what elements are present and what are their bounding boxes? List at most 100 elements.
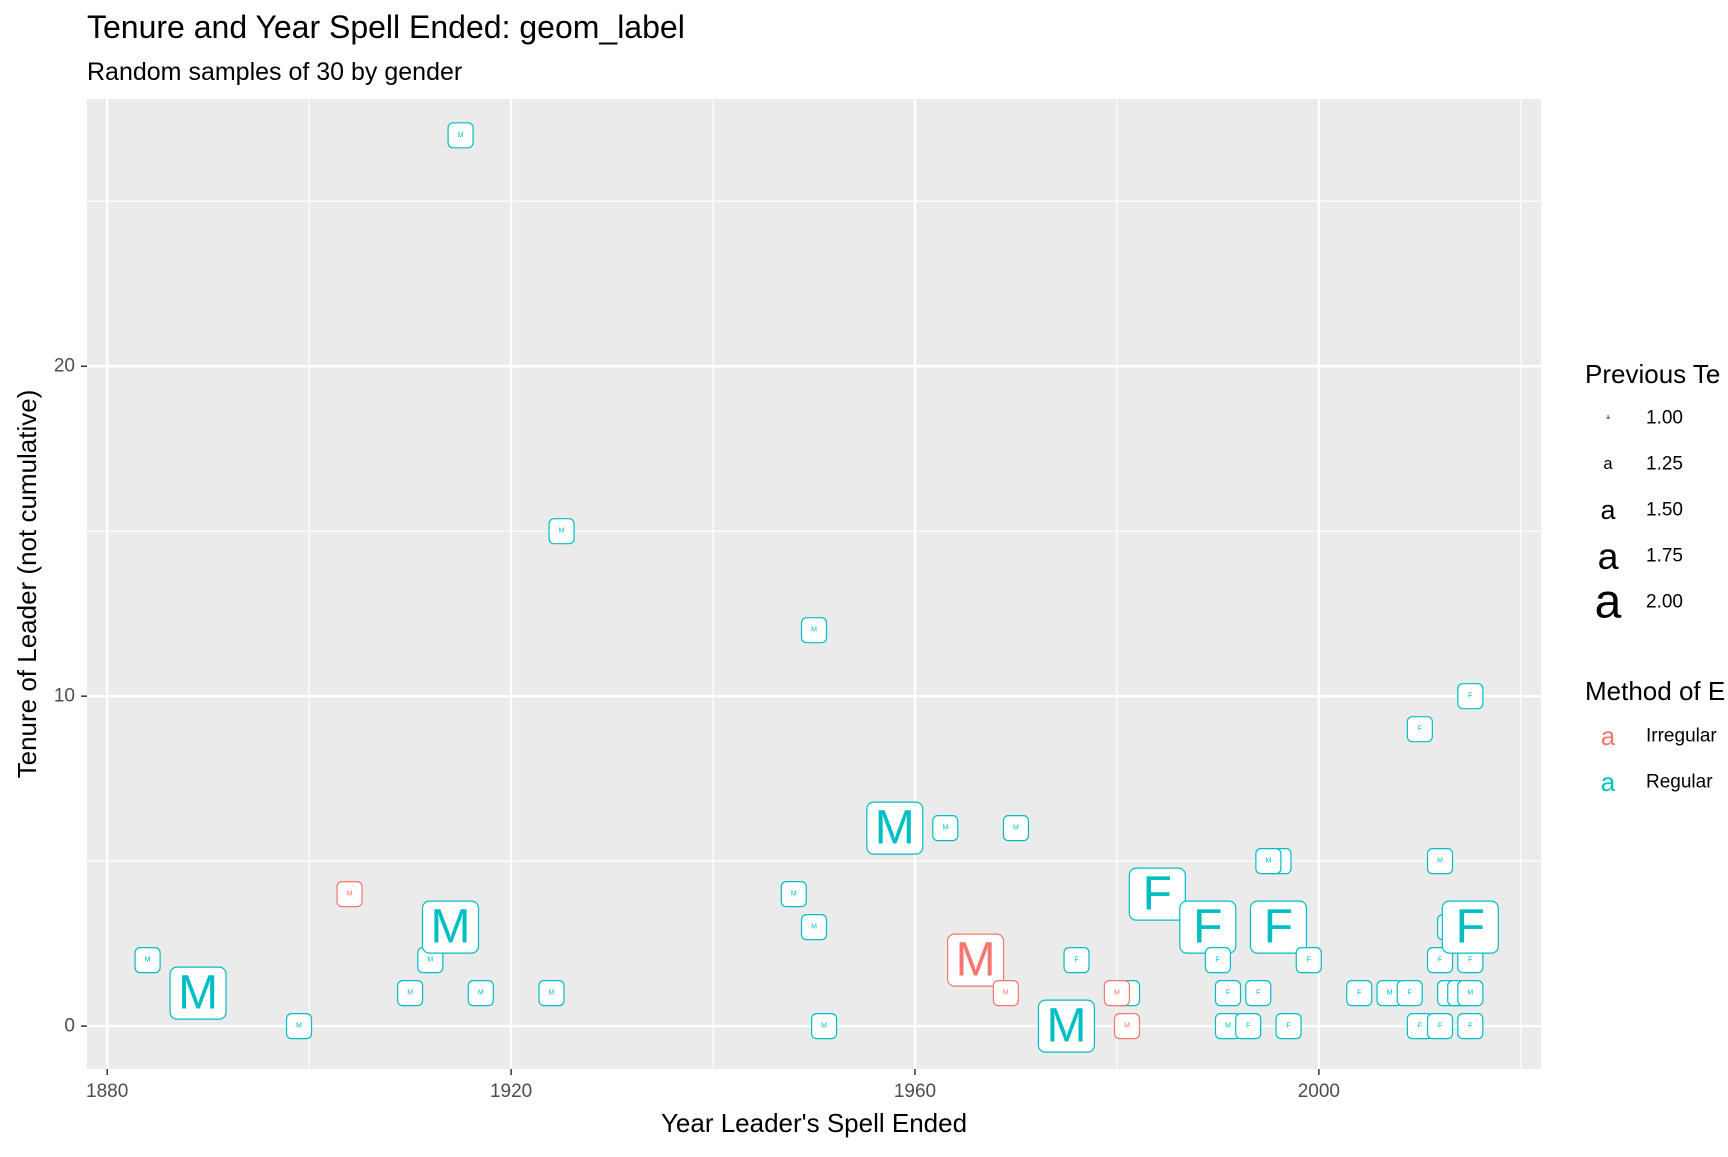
data-labels: MMMMMMMMMMMMMMMMMMMMMFMMMFFFFMFFMMFFFFMF…: [134, 122, 1499, 1053]
data-label: M: [134, 947, 161, 974]
data-label-text: M: [431, 901, 471, 954]
data-label: F: [1396, 980, 1423, 1007]
data-label-box: [1002, 815, 1030, 842]
data-label: F: [1128, 867, 1186, 921]
data-label-text: F: [1468, 1023, 1472, 1030]
data-label-box: [1275, 1013, 1302, 1040]
data-label-text: M: [178, 967, 218, 1020]
data-label: M: [1002, 815, 1030, 842]
x-tick-label: 2000: [1298, 1081, 1340, 1102]
legend-size-item: a 1.50: [1600, 495, 1683, 525]
data-label-text: F: [1438, 957, 1442, 964]
legend-size-item: a 1.75: [1598, 535, 1683, 577]
data-label-box: [1406, 716, 1433, 743]
legend-color-label: Regular: [1646, 772, 1713, 793]
plot-panel: [87, 99, 1541, 1069]
legend-size-title: Previous Te: [1585, 359, 1720, 389]
data-label-box: [780, 881, 807, 908]
data-label-box: [1214, 980, 1242, 1007]
data-label: M: [1255, 848, 1282, 875]
legend-size-item: a 1.00: [1606, 408, 1683, 429]
data-label: F: [1346, 980, 1373, 1007]
data-label: M: [336, 881, 363, 908]
data-label-text: M: [821, 1023, 827, 1030]
data-label: M: [548, 518, 575, 545]
data-label-box: [1255, 848, 1282, 875]
data-label-text: F: [1256, 990, 1260, 997]
data-label: F: [1204, 947, 1231, 974]
data-label-text: M: [956, 934, 996, 987]
data-label: M: [1113, 1013, 1141, 1040]
data-label: F: [1235, 1013, 1262, 1040]
data-label: M: [992, 980, 1019, 1007]
data-label-text: M: [296, 1023, 302, 1030]
data-label-box: [285, 1013, 313, 1040]
legend-size-key: a: [1606, 415, 1610, 421]
data-label: F: [1179, 900, 1237, 954]
data-label-box: [800, 617, 828, 644]
data-label-box: [1457, 980, 1484, 1007]
data-label-box: [1245, 980, 1272, 1007]
chart-title: Tenure and Year Spell Ended: geom_label: [87, 9, 685, 45]
data-label: F: [1457, 1013, 1484, 1040]
data-label: M: [397, 980, 424, 1007]
data-label: M: [800, 617, 828, 644]
legend-color-item: a Regular: [1601, 767, 1713, 797]
data-label-box: [1457, 1013, 1484, 1040]
data-label-box: [1204, 947, 1231, 974]
chart-subtitle: Random samples of 30 by gender: [87, 58, 462, 86]
data-label-text: M: [791, 891, 797, 898]
data-label-text: F: [1418, 726, 1422, 733]
data-label-box: [932, 815, 959, 842]
legend-size-label: 2.00: [1646, 592, 1683, 613]
legend-size-label: 1.00: [1646, 408, 1683, 429]
data-label-text: F: [1438, 1023, 1442, 1030]
data-label: M: [810, 1013, 838, 1040]
data-label-text: M: [347, 891, 353, 898]
data-label-text: M: [811, 924, 817, 931]
data-label-box: [1037, 999, 1096, 1053]
data-label-box: [538, 980, 565, 1007]
y-tick-label: 0: [64, 1016, 75, 1037]
data-label-text: F: [1074, 957, 1078, 964]
data-label-text: F: [1193, 901, 1222, 954]
data-label-text: F: [1226, 990, 1230, 997]
data-label: M: [169, 966, 227, 1020]
legend-color-label: Irregular: [1646, 726, 1717, 747]
data-label-box: [548, 518, 575, 545]
data-label-box: [1113, 1013, 1141, 1040]
data-label-box: [866, 801, 924, 855]
data-label: F: [1426, 1013, 1454, 1040]
data-label-text: F: [1246, 1023, 1250, 1030]
data-label-box: [1235, 1013, 1262, 1040]
legend-color-title: Method of E: [1585, 676, 1725, 706]
data-label-text: M: [875, 802, 915, 855]
legend-size-key: a: [1595, 576, 1622, 629]
data-label-text: F: [1307, 957, 1311, 964]
legend-color-key: a: [1601, 721, 1616, 751]
data-label-text: M: [1046, 1000, 1086, 1053]
data-label-text: M: [1437, 858, 1443, 865]
data-label: M: [1457, 980, 1484, 1007]
data-label-text: F: [1468, 957, 1472, 964]
legend-size-key: a: [1598, 535, 1619, 577]
data-label-text: M: [478, 990, 484, 997]
data-label: M: [1426, 848, 1454, 875]
data-label: M: [866, 801, 924, 855]
x-tick-label: 1960: [894, 1081, 936, 1102]
data-label-text: M: [942, 825, 948, 832]
data-label: F: [1426, 947, 1454, 974]
data-label-text: F: [1286, 1023, 1290, 1030]
legend-color-item: a Irregular: [1601, 721, 1718, 751]
data-label-box: [1249, 900, 1308, 954]
data-label-box: [1295, 947, 1322, 974]
data-label-text: M: [1467, 990, 1473, 997]
data-label: F: [1457, 683, 1484, 710]
data-label: M: [932, 815, 959, 842]
data-label: M: [800, 914, 828, 941]
data-label-text: M: [1265, 858, 1271, 865]
data-label-box: [134, 947, 161, 974]
data-label-text: M: [1114, 990, 1120, 997]
